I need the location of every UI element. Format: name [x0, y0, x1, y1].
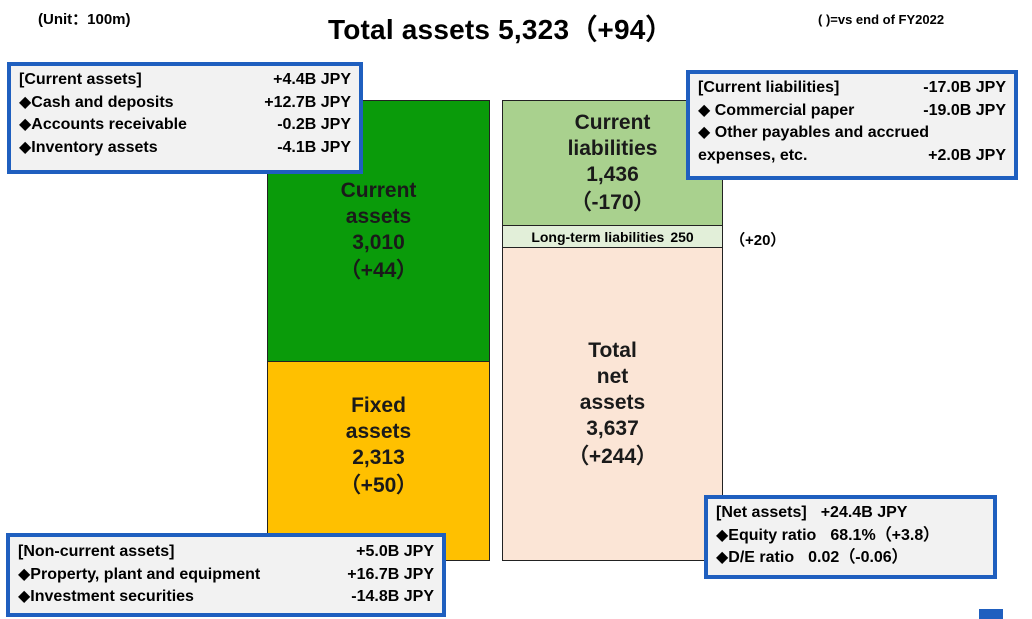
breakdown-row: [Non-current assets] +5.0B JPY — [18, 541, 434, 564]
breakdown-row: ◆Cash and deposits +12.7B JPY — [19, 92, 351, 115]
breakdown-row: ◆Inventory assets -4.1B JPY — [19, 137, 351, 160]
net-assets-value: 3,637 — [586, 417, 639, 440]
breakdown-value: +5.0B JPY — [356, 543, 434, 560]
breakdown-row: ◆Investment securities -14.8B JPY — [18, 586, 434, 609]
breakdown-value: -14.8B JPY — [351, 588, 434, 605]
net-assets-change: （+244） — [567, 445, 658, 468]
breakdown-label: ◆Property, plant and equipment — [18, 565, 261, 583]
breakdown-value: -0.2B JPY — [277, 116, 351, 133]
breakdown-label: [Current assets] — [19, 71, 142, 88]
breakdown-row: ◆Property, plant and equipment +16.7B JP… — [18, 564, 434, 587]
fixed-assets-label-2: assets — [345, 420, 412, 443]
breakdown-value: -17.0B JPY — [923, 79, 1006, 96]
breakdown-label: ◆Investment securities — [18, 588, 194, 605]
breakdown-label: [Net assets] — [716, 504, 807, 521]
breakdown-label: ◆ Commercial paper — [698, 101, 855, 119]
noncurrent-assets-breakdown: [Non-current assets] +5.0B JPY ◆Property… — [6, 533, 446, 617]
breakdown-value: +24.4B JPY — [820, 504, 908, 521]
breakdown-label: ◆ Other payables and accrued — [698, 124, 930, 141]
net-assets-label-1: Total — [588, 339, 637, 362]
breakdown-value: +12.7B JPY — [264, 93, 351, 111]
net-assets-label-3: assets — [579, 391, 646, 414]
unit-label: (Unit：100m) — [38, 11, 131, 28]
fixed-assets-block: Fixed assets 2,313 （+50） — [267, 361, 490, 561]
page-title: Total assets 5,323（+94） — [328, 14, 674, 45]
long-term-liabilities-change: （+20） — [730, 232, 786, 249]
corner-mark — [979, 609, 1003, 619]
breakdown-row: [Net assets] +24.4B JPY — [716, 502, 985, 525]
breakdown-row: ◆Equity ratio 68.1%（+3.8） — [716, 525, 985, 548]
breakdown-value: -19.0B JPY — [923, 101, 1006, 119]
comparison-note: ( )=vs end of FY2022 — [818, 12, 945, 27]
breakdown-value: +2.0B JPY — [928, 146, 1006, 164]
breakdown-row: ◆ Commercial paper -19.0B JPY — [698, 100, 1006, 123]
current-liabilities-breakdown: [Current liabilities] -17.0B JPY ◆ Comme… — [686, 70, 1018, 180]
current-liabilities-change: （-170） — [570, 191, 655, 214]
breakdown-row: expenses, etc. +2.0B JPY — [698, 145, 1006, 168]
breakdown-row: ◆Accounts receivable -0.2B JPY — [19, 114, 351, 137]
current-assets-change: （+44） — [339, 259, 418, 282]
breakdown-value: 68.1%（+3.8） — [830, 526, 940, 544]
breakdown-value: +16.7B JPY — [347, 565, 434, 583]
breakdown-row: [Current liabilities] -17.0B JPY — [698, 77, 1006, 100]
breakdown-label: ◆Cash and deposits — [19, 93, 174, 111]
breakdown-label: ◆Accounts receivable — [19, 116, 187, 133]
breakdown-label: expenses, etc. — [698, 146, 808, 164]
breakdown-value: -4.1B JPY — [277, 138, 351, 156]
breakdown-row: ◆ Other payables and accrued — [698, 122, 1006, 145]
current-assets-value: 3,010 — [352, 231, 405, 254]
long-term-liabilities-value: 250 — [670, 228, 694, 245]
breakdown-value: 0.02（-0.06） — [808, 549, 908, 566]
net-assets-block: Total net assets 3,637 （+244） — [502, 247, 723, 561]
breakdown-label: [Non-current assets] — [18, 543, 175, 560]
breakdown-row: ◆D/E ratio 0.02（-0.06） — [716, 547, 985, 570]
current-assets-label-2: assets — [345, 205, 412, 228]
breakdown-label: ◆Inventory assets — [19, 138, 158, 156]
current-liabilities-label-1: Current — [574, 111, 651, 134]
fixed-assets-change: （+50） — [339, 474, 418, 497]
breakdown-row: [Current assets] +4.4B JPY — [19, 69, 351, 92]
fixed-assets-value: 2,313 — [352, 446, 405, 469]
fixed-assets-label-1: Fixed — [351, 394, 406, 417]
current-liabilities-value: 1,436 — [586, 163, 639, 186]
long-term-liabilities-block: Long-term liabilities 250 — [502, 225, 723, 248]
long-term-liabilities-label: Long-term liabilities — [531, 228, 665, 245]
net-assets-breakdown: [Net assets] +24.4B JPY ◆Equity ratio 68… — [704, 495, 997, 579]
breakdown-label: ◆D/E ratio — [716, 549, 795, 566]
breakdown-label: [Current liabilities] — [698, 79, 840, 96]
current-assets-label-1: Current — [340, 179, 417, 202]
current-liabilities-label-2: liabilities — [567, 137, 658, 160]
net-assets-label-2: net — [596, 365, 629, 388]
current-assets-breakdown: [Current assets] +4.4B JPY ◆Cash and dep… — [7, 62, 363, 174]
breakdown-value: +4.4B JPY — [273, 71, 351, 88]
breakdown-label: ◆Equity ratio — [716, 526, 817, 544]
